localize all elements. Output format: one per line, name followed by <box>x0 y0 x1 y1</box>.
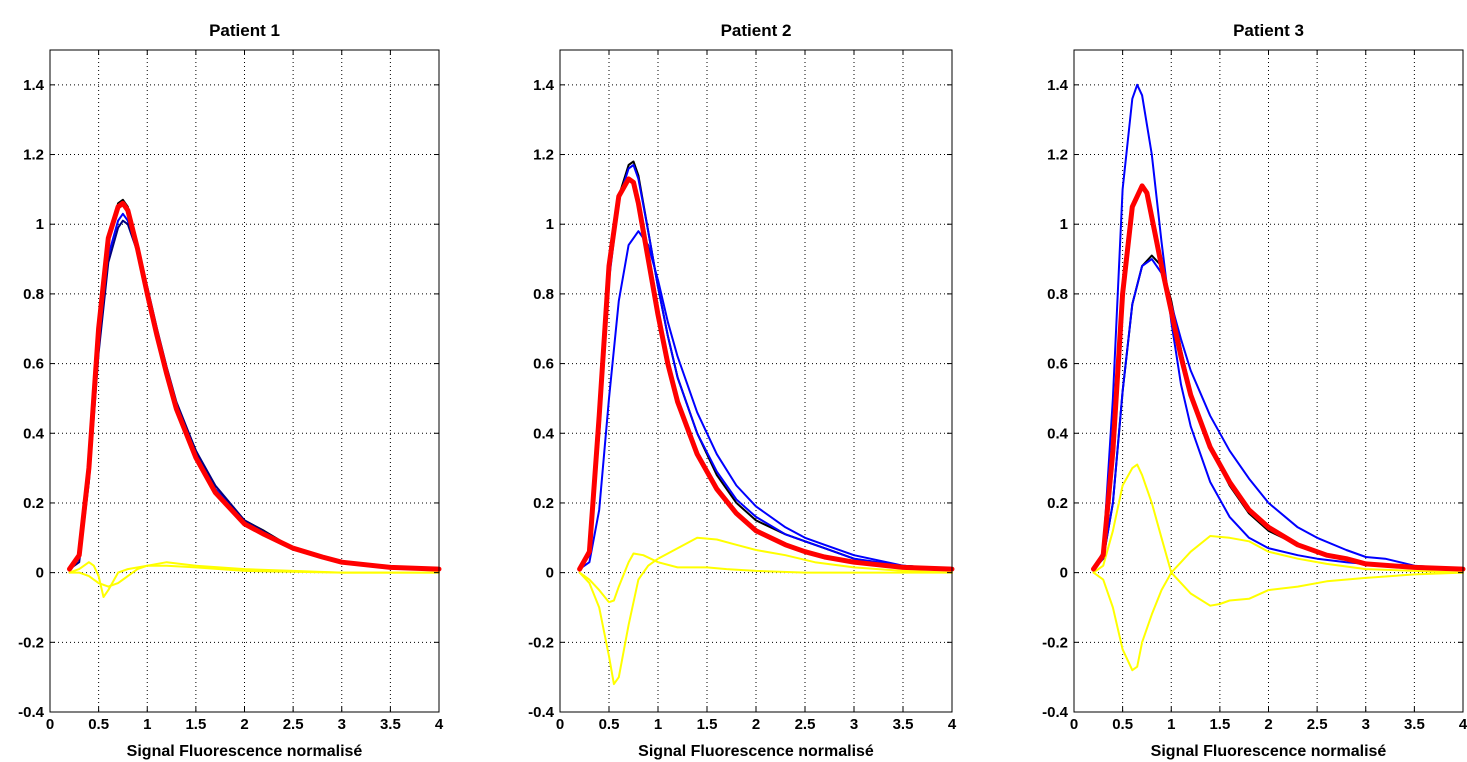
y-tick-label: 1 <box>36 216 44 233</box>
chart-title: Patient 1 <box>209 21 280 40</box>
x-tick-label: 2 <box>240 716 248 733</box>
y-tick-label: 0.4 <box>1047 425 1069 442</box>
chart-panel-3: 0 0.5 1 1.5 2 2.5 3 3.5 4 -0.4 -0.2 0 0.2 0.4 0.6 0.8 1 1… <box>1042 21 1467 760</box>
series-line-4 <box>1091 183 1466 572</box>
x-tick-label: 1.5 <box>1209 716 1230 733</box>
x-axis-label: Signal Fluorescence normalisé <box>1151 743 1387 760</box>
x-tick-label: 4 <box>1459 716 1467 733</box>
y-tick-label: 0.2 <box>533 495 554 512</box>
x-tick-label: 3.5 <box>1404 716 1425 733</box>
y-tick-label: 0.6 <box>23 356 44 373</box>
x-axis-label: Signal Fluorescence normalisé <box>127 743 363 760</box>
y-tick-label: 0.4 <box>23 425 45 442</box>
chart-title: Patient 3 <box>1233 21 1304 40</box>
series-line-4 <box>577 176 955 572</box>
y-tick-label: 1.2 <box>23 147 44 164</box>
series-group <box>577 160 955 686</box>
x-tick-label: 2.5 <box>795 716 816 733</box>
y-tick-label: 1.4 <box>23 77 45 94</box>
y-tick-label: 0.6 <box>1047 356 1068 373</box>
x-tick-label: 2.5 <box>283 716 304 733</box>
x-tick-label: 4 <box>948 716 957 733</box>
x-tick-label: 2 <box>752 716 760 733</box>
x-tick-label: 3 <box>850 716 858 733</box>
plot-area <box>560 50 952 712</box>
x-axis-label: Signal Fluorescence normalisé <box>638 743 874 760</box>
x-tick-label: 0 <box>556 716 564 733</box>
y-tick-label: -0.2 <box>1042 634 1068 651</box>
y-tick-label: -0.4 <box>1042 704 1069 721</box>
y-tick-label: 1.4 <box>533 77 555 94</box>
y-tick-label: 0.8 <box>23 286 44 303</box>
y-tick-label: -0.2 <box>18 634 44 651</box>
y-tick-label: 0 <box>1060 565 1068 582</box>
series-line-6 <box>68 564 440 588</box>
series-group <box>67 198 442 598</box>
x-tick-label: 1.5 <box>185 716 206 733</box>
series-line-4 <box>67 200 442 572</box>
chart-title: Patient 2 <box>721 21 792 40</box>
y-tick-label: 0.8 <box>533 286 554 303</box>
grid <box>1074 50 1463 712</box>
grid <box>560 50 952 712</box>
x-tick-label: 0 <box>46 716 54 733</box>
chart-panel-1: 0 0.5 1 1.5 2 2.5 3 3.5 4 -0.4 -0.2 0 0.2 0.4 0.6 0.8 1 1… <box>18 21 444 760</box>
series-line-2 <box>1092 83 1464 571</box>
x-tick-label: 1 <box>654 716 662 733</box>
x-tick-label: 0.5 <box>1112 716 1133 733</box>
y-tick-label: -0.2 <box>528 634 554 651</box>
y-tick-label: 0.2 <box>1047 495 1068 512</box>
y-tick-label: 0.8 <box>1047 286 1068 303</box>
x-tick-label: 0.5 <box>88 716 109 733</box>
x-tick-label: 1 <box>143 716 151 733</box>
y-tick-label: -0.4 <box>18 704 45 721</box>
x-tick-label: 3.5 <box>893 716 914 733</box>
x-tick-label: 1 <box>1167 716 1175 733</box>
plot-area <box>50 50 439 712</box>
x-tick-label: 4 <box>435 716 444 733</box>
series-line-3 <box>1092 258 1464 571</box>
plots-container: 0 0.5 1 1.5 2 2.5 3 3.5 4 -0.4 -0.2 0 0.2 0.4 0.6 0.8 1 1… <box>18 21 1467 760</box>
y-tick-label: -0.4 <box>528 704 555 721</box>
series-line-5 <box>68 561 440 598</box>
y-tick-label: 0 <box>546 565 554 582</box>
plot-area <box>1074 50 1463 712</box>
y-tick-label: 0 <box>36 565 44 582</box>
x-tick-label: 3 <box>338 716 346 733</box>
chart-panel-2: 0 0.5 1 1.5 2 2.5 3 3.5 4 -0.4 -0.2 0 0.2 0.4 0.6 0.8 1 1… <box>528 21 957 760</box>
series-line-3 <box>578 230 953 571</box>
x-tick-label: 0.5 <box>599 716 620 733</box>
x-tick-label: 2 <box>1264 716 1272 733</box>
y-tick-label: 1.2 <box>1047 147 1068 164</box>
x-tick-label: 3.5 <box>380 716 401 733</box>
series-line-5 <box>1092 463 1464 607</box>
series-line-6 <box>1092 535 1464 672</box>
x-tick-label: 0 <box>1070 716 1078 733</box>
y-tick-label: 1.4 <box>1047 77 1069 94</box>
y-tick-label: 0.4 <box>533 425 555 442</box>
series-group <box>1091 83 1466 672</box>
series-line-5 <box>578 536 953 686</box>
x-tick-label: 1.5 <box>697 716 718 733</box>
x-tick-label: 3 <box>1362 716 1370 733</box>
y-tick-label: 1 <box>546 216 554 233</box>
y-tick-label: 0.6 <box>533 356 554 373</box>
x-tick-label: 2.5 <box>1307 716 1328 733</box>
series-line-6 <box>578 552 953 604</box>
y-tick-label: 1.2 <box>533 147 554 164</box>
y-tick-label: 1 <box>1060 216 1068 233</box>
y-tick-label: 0.2 <box>23 495 44 512</box>
